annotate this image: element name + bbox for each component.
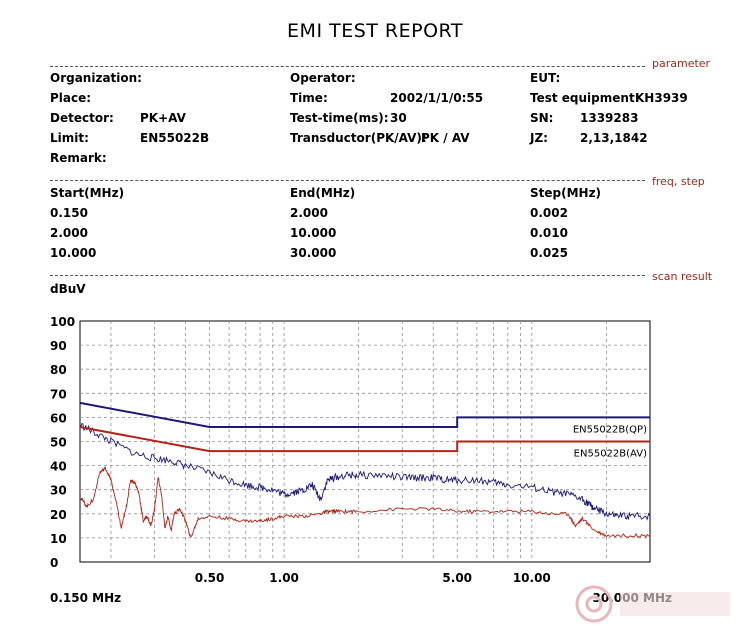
- x-start-label: 0.150 MHz: [50, 591, 121, 605]
- y-tick-label: 20: [50, 508, 67, 522]
- y-axis-unit: dBuV: [50, 282, 86, 296]
- test-time-value: 30: [390, 111, 407, 125]
- y-tick-label: 60: [50, 411, 67, 425]
- freq-header-end: End(MHz): [290, 186, 356, 200]
- y-tick-label: 90: [50, 339, 67, 353]
- y-tick-label: 0: [50, 556, 58, 570]
- scan-result-section-tag: scan result: [652, 270, 713, 283]
- av-limit-label: EN55022B(AV): [574, 449, 647, 460]
- y-tick-label: 50: [50, 436, 67, 450]
- freq-step-divider: [50, 180, 645, 181]
- y-tick-label: 40: [50, 460, 67, 474]
- freq-header-step: Step(MHz): [530, 186, 602, 200]
- detector-value: PK+AV: [140, 111, 186, 125]
- freq-row-3-end: 30.000: [290, 246, 337, 260]
- report-title: EMI TEST REPORT: [287, 20, 463, 42]
- y-tick-label: 70: [50, 387, 67, 401]
- freq-header-start: Start(MHz): [50, 186, 125, 200]
- x-tick-label: 1.00: [269, 571, 299, 585]
- peak-trace-line: [79, 422, 651, 521]
- y-tick-label: 100: [50, 315, 75, 329]
- qp-limit-label: EN55022B(QP): [573, 424, 647, 435]
- y-tick-label: 10: [50, 532, 67, 546]
- remark-label: Remark:: [50, 151, 107, 165]
- watermark-logo: [575, 585, 730, 623]
- jz-value: 2,13,1842: [580, 131, 648, 145]
- y-tick-label: 80: [50, 363, 67, 377]
- av-limit-line: [79, 426, 650, 453]
- operator-label: Operator:: [290, 71, 356, 85]
- freq-row-1-end: 2.000: [290, 206, 328, 220]
- limit-value: EN55022B: [140, 131, 210, 145]
- sn-label: SN:: [530, 111, 554, 125]
- x-tick-label: 10.00: [513, 571, 551, 585]
- detector-label: Detector:: [50, 111, 114, 125]
- average-trace-line: [79, 466, 651, 538]
- scan-result-divider: [50, 275, 645, 276]
- freq-row-2-end: 10.000: [290, 226, 337, 240]
- y-tick-label: 30: [50, 484, 67, 498]
- transductor-label: Transductor(PK/AV):: [290, 131, 427, 145]
- freq-row-1-step: 0.002: [530, 206, 568, 220]
- organization-label: Organization:: [50, 71, 142, 85]
- time-value: 2002/1/1/0:55: [390, 91, 484, 105]
- test-equipment-value: KH3939: [635, 91, 688, 105]
- test-equipment-label: Test equipment:: [530, 91, 640, 105]
- test-time-label: Test-time(ms):: [290, 111, 389, 125]
- freq-step-section-tag: freq, step: [652, 175, 705, 188]
- freq-row-3-start: 10.000: [50, 246, 97, 260]
- x-tick-label: 5.00: [442, 571, 472, 585]
- eut-label: EUT:: [530, 71, 561, 85]
- parameter-divider: [50, 66, 645, 67]
- sn-value: 1339283: [580, 111, 639, 125]
- jz-label: JZ:: [530, 131, 548, 145]
- freq-row-2-step: 0.010: [530, 226, 568, 240]
- qp-limit-line: [79, 401, 650, 428]
- limit-label: Limit:: [50, 131, 89, 145]
- place-label: Place:: [50, 91, 92, 105]
- parameter-section-tag: parameter: [652, 57, 711, 70]
- time-label: Time:: [290, 91, 328, 105]
- x-tick-label: 0.50: [195, 571, 225, 585]
- freq-row-1-start: 0.150: [50, 206, 88, 220]
- freq-row-2-start: 2.000: [50, 226, 88, 240]
- freq-row-3-step: 0.025: [530, 246, 568, 260]
- transductor-value: PK / AV: [421, 131, 470, 145]
